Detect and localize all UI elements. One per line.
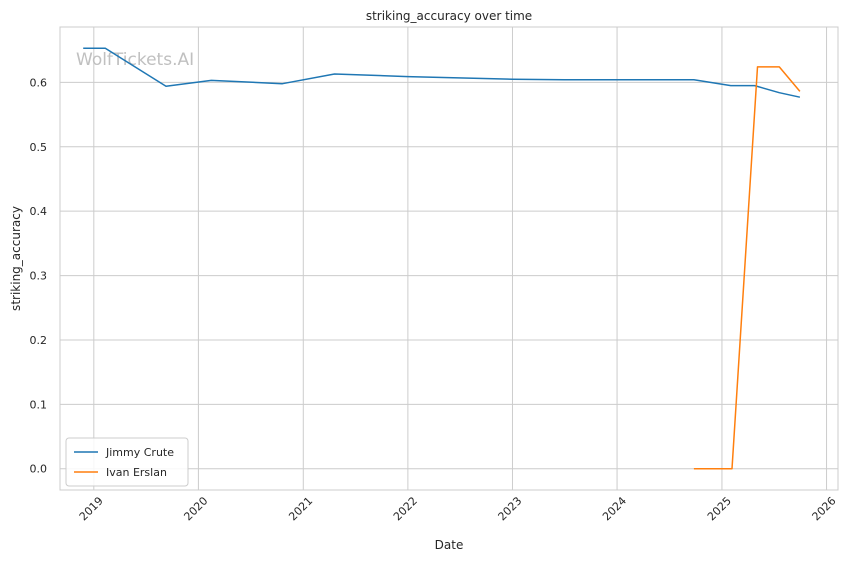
grid <box>60 27 838 490</box>
legend-label: Ivan Erslan <box>106 466 167 479</box>
series-line-2 <box>693 66 801 470</box>
x-tick-label: 2020 <box>181 494 210 523</box>
x-tick-label: 2024 <box>600 494 629 523</box>
y-tick-label: 0.2 <box>30 334 48 347</box>
legend-label: Jimmy Crute <box>105 446 174 459</box>
x-tick-labels: 2019 2020 2021 2022 2023 2024 2025 2026 <box>77 494 839 523</box>
x-tick-label: 2023 <box>496 494 525 523</box>
y-tick-labels: 0.0 0.1 0.2 0.3 0.4 0.5 0.6 <box>30 76 48 475</box>
watermark-text: WolfTickets.AI <box>76 50 194 70</box>
y-tick-label: 0.5 <box>30 141 48 154</box>
x-tick-label: 2026 <box>810 494 839 523</box>
legend-box <box>65 437 189 487</box>
series-line-1 <box>83 47 801 98</box>
legend: Jimmy Crute Ivan Erslan <box>65 437 189 487</box>
series-lines <box>83 47 801 470</box>
x-tick-label: 2019 <box>77 494 106 523</box>
x-tick-label: 2022 <box>391 494 420 523</box>
y-axis-label: striking_accuracy <box>9 206 23 311</box>
x-tick-label: 2021 <box>286 494 315 523</box>
y-tick-label: 0.4 <box>30 205 48 218</box>
y-tick-label: 0.1 <box>30 398 48 411</box>
plot-frame <box>59 26 839 491</box>
x-axis-label: Date <box>435 538 464 552</box>
y-tick-label: 0.3 <box>30 270 48 283</box>
y-tick-label: 0.6 <box>30 76 48 89</box>
chart-title: striking_accuracy over time <box>366 9 532 23</box>
y-tick-label: 0.0 <box>30 463 48 476</box>
x-tick-label: 2025 <box>705 494 734 523</box>
